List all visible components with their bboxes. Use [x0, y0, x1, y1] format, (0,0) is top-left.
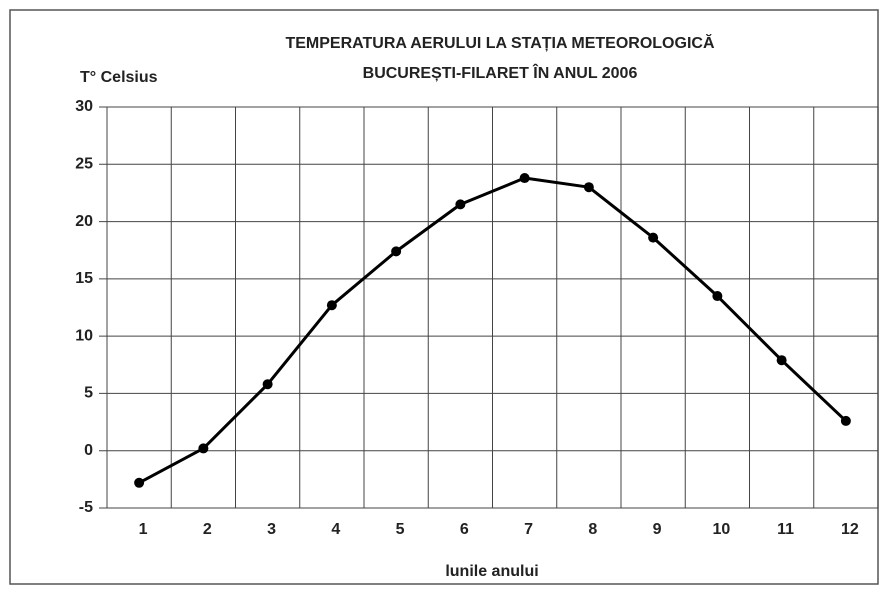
data-point — [840, 415, 851, 426]
data-point — [455, 199, 466, 210]
data-point — [198, 443, 209, 454]
chart-frame — [9, 9, 879, 585]
data-point — [391, 246, 402, 257]
data-point — [583, 182, 594, 193]
data-point — [262, 379, 273, 390]
data-line — [138, 176, 847, 485]
x-tick-label: 4 — [331, 521, 340, 538]
y-tick-label: 20 — [75, 213, 93, 230]
y-tick-label: 15 — [75, 270, 93, 287]
y-tick-label: -5 — [79, 499, 93, 516]
data-point — [712, 291, 723, 302]
x-tick-label: 3 — [267, 521, 276, 538]
x-tick-label: 1 — [139, 521, 148, 538]
y-tick-label: 5 — [84, 385, 93, 402]
y-tick-label: 10 — [75, 327, 93, 344]
data-point — [134, 477, 145, 488]
chart-title: BUCUREȘTI-FILARET ÎN ANUL 2006 — [363, 63, 638, 82]
x-tick-label: 5 — [396, 521, 405, 538]
data-point — [326, 300, 337, 311]
x-tick-label: 7 — [524, 521, 533, 538]
y-tick-label: 0 — [84, 442, 93, 459]
data-point — [776, 355, 787, 366]
x-tick-label: 6 — [460, 521, 469, 538]
y-axis-label: T° Celsius — [80, 69, 158, 86]
data-point — [648, 232, 659, 243]
data-point — [519, 173, 530, 184]
x-axis-label: lunile anului — [445, 563, 538, 580]
x-tick-label: 11 — [777, 521, 794, 538]
x-tick-label: 12 — [841, 521, 859, 538]
y-tick-label: 25 — [75, 156, 93, 173]
chart-title: TEMPERATURA AERULUI LA STAȚIA METEOROLOG… — [285, 33, 714, 52]
x-tick-label: 2 — [203, 521, 212, 538]
y-tick-label: 30 — [75, 98, 93, 115]
x-tick-label: 9 — [653, 521, 662, 538]
x-tick-label: 10 — [712, 521, 730, 538]
x-tick-label: 8 — [588, 521, 597, 538]
